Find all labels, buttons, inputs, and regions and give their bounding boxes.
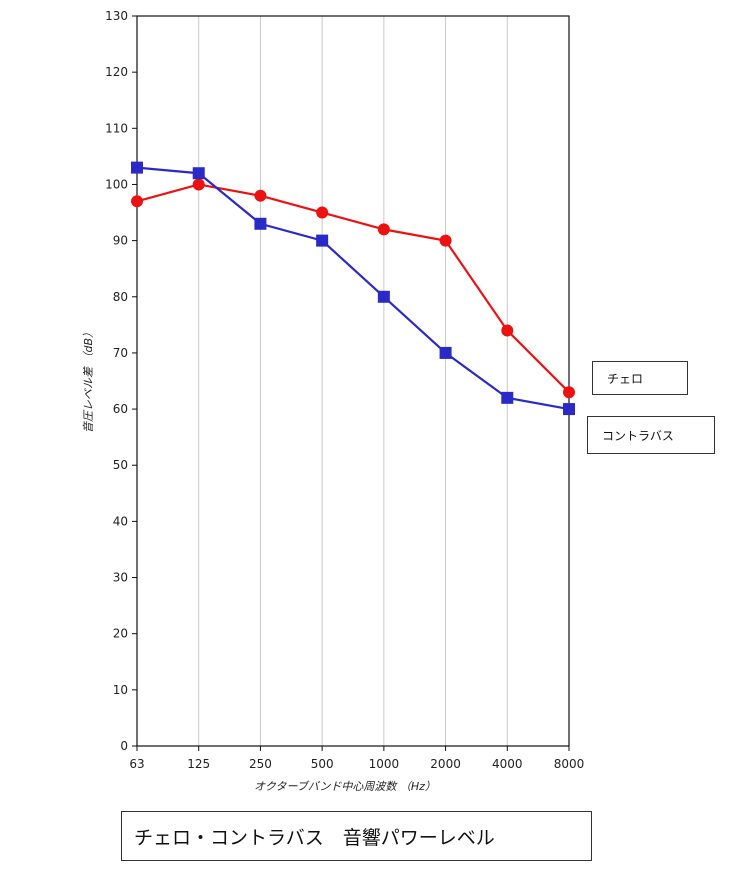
x-tick-label: 500 bbox=[311, 757, 334, 771]
data-point-cello bbox=[316, 206, 329, 219]
y-tick-label: 80 bbox=[113, 290, 128, 304]
y-tick-label: 90 bbox=[113, 234, 128, 248]
y-tick-label: 120 bbox=[105, 65, 128, 79]
data-point-contrabass bbox=[501, 391, 514, 404]
data-point-contrabass bbox=[192, 167, 205, 180]
data-point-cello bbox=[377, 223, 390, 236]
y-tick-label: 30 bbox=[113, 571, 128, 585]
legend-cello-label: チェロ bbox=[607, 371, 644, 386]
x-tick-label: 1000 bbox=[369, 757, 400, 771]
data-point-contrabass bbox=[131, 161, 143, 174]
x-tick-label: 4000 bbox=[492, 757, 523, 771]
data-point-contrabass bbox=[439, 346, 452, 359]
data-point-contrabass bbox=[254, 217, 267, 230]
legend-cello: チェロ bbox=[592, 361, 688, 395]
x-axis-ticks: 63 125 250 500 1000 2000 4000 8000 bbox=[129, 746, 584, 771]
grid-lines bbox=[198, 16, 508, 746]
y-tick-label: 10 bbox=[113, 683, 128, 697]
caption-box: チェロ・コントラバス 音響パワーレベル bbox=[121, 811, 592, 861]
y-tick-label: 60 bbox=[113, 402, 128, 416]
data-point-contrabass bbox=[316, 234, 329, 247]
y-tick-label: 100 bbox=[105, 177, 128, 191]
data-point-contrabass bbox=[563, 403, 575, 416]
legend-contrabass-label: コントラバス bbox=[602, 428, 674, 443]
data-point-cello bbox=[131, 195, 143, 208]
legend-contrabass: コントラバス bbox=[587, 416, 715, 454]
data-point-cello bbox=[563, 386, 575, 399]
y-tick-label: 0 bbox=[120, 739, 128, 753]
y-tick-label: 20 bbox=[113, 627, 128, 641]
plot-area-border bbox=[136, 15, 570, 747]
x-tick-label: 8000 bbox=[554, 757, 585, 771]
data-point-cello bbox=[439, 234, 452, 247]
x-tick-label: 2000 bbox=[430, 757, 461, 771]
y-axis-title: 音圧レベル差 （dB） bbox=[82, 327, 95, 433]
y-tick-label: 50 bbox=[113, 458, 128, 472]
data-point-cello bbox=[254, 189, 267, 202]
data-point-cello bbox=[501, 324, 514, 337]
data-point-contrabass bbox=[377, 290, 390, 303]
x-axis-title: オクターブバンド中心周波数 （Hz） bbox=[254, 780, 436, 793]
y-tick-label: 40 bbox=[113, 514, 128, 528]
series-lines bbox=[131, 161, 575, 416]
x-tick-label: 63 bbox=[129, 757, 144, 771]
caption-title: チェロ・コントラバス 音響パワーレベル bbox=[134, 826, 495, 849]
series-line-cello bbox=[136, 183, 570, 394]
y-tick-label: 70 bbox=[113, 346, 128, 360]
data-point-cello bbox=[192, 178, 205, 191]
y-tick-label: 130 bbox=[105, 9, 128, 23]
y-tick-label: 110 bbox=[105, 121, 128, 135]
x-tick-label: 250 bbox=[249, 757, 272, 771]
series-line-contrabass bbox=[136, 166, 570, 411]
x-tick-label: 125 bbox=[187, 757, 210, 771]
y-axis-ticks: 0 10 20 30 40 50 60 70 80 90 100 110 120 130 bbox=[105, 9, 137, 753]
